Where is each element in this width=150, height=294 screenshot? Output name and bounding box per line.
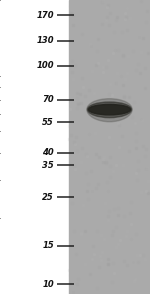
Text: 35: 35 [42, 161, 54, 170]
Bar [69, 0, 150, 294]
Text: 40: 40 [42, 148, 54, 157]
Text: 170: 170 [36, 11, 54, 20]
Ellipse shape [87, 102, 132, 118]
Text: 25: 25 [42, 193, 54, 202]
Text: 15: 15 [42, 241, 54, 250]
Text: 70: 70 [42, 95, 54, 104]
Text: 100: 100 [36, 61, 54, 70]
Text: 55: 55 [42, 118, 54, 127]
Ellipse shape [87, 99, 132, 122]
Text: 130: 130 [36, 36, 54, 45]
Text: 10: 10 [42, 280, 54, 288]
Ellipse shape [88, 104, 130, 115]
